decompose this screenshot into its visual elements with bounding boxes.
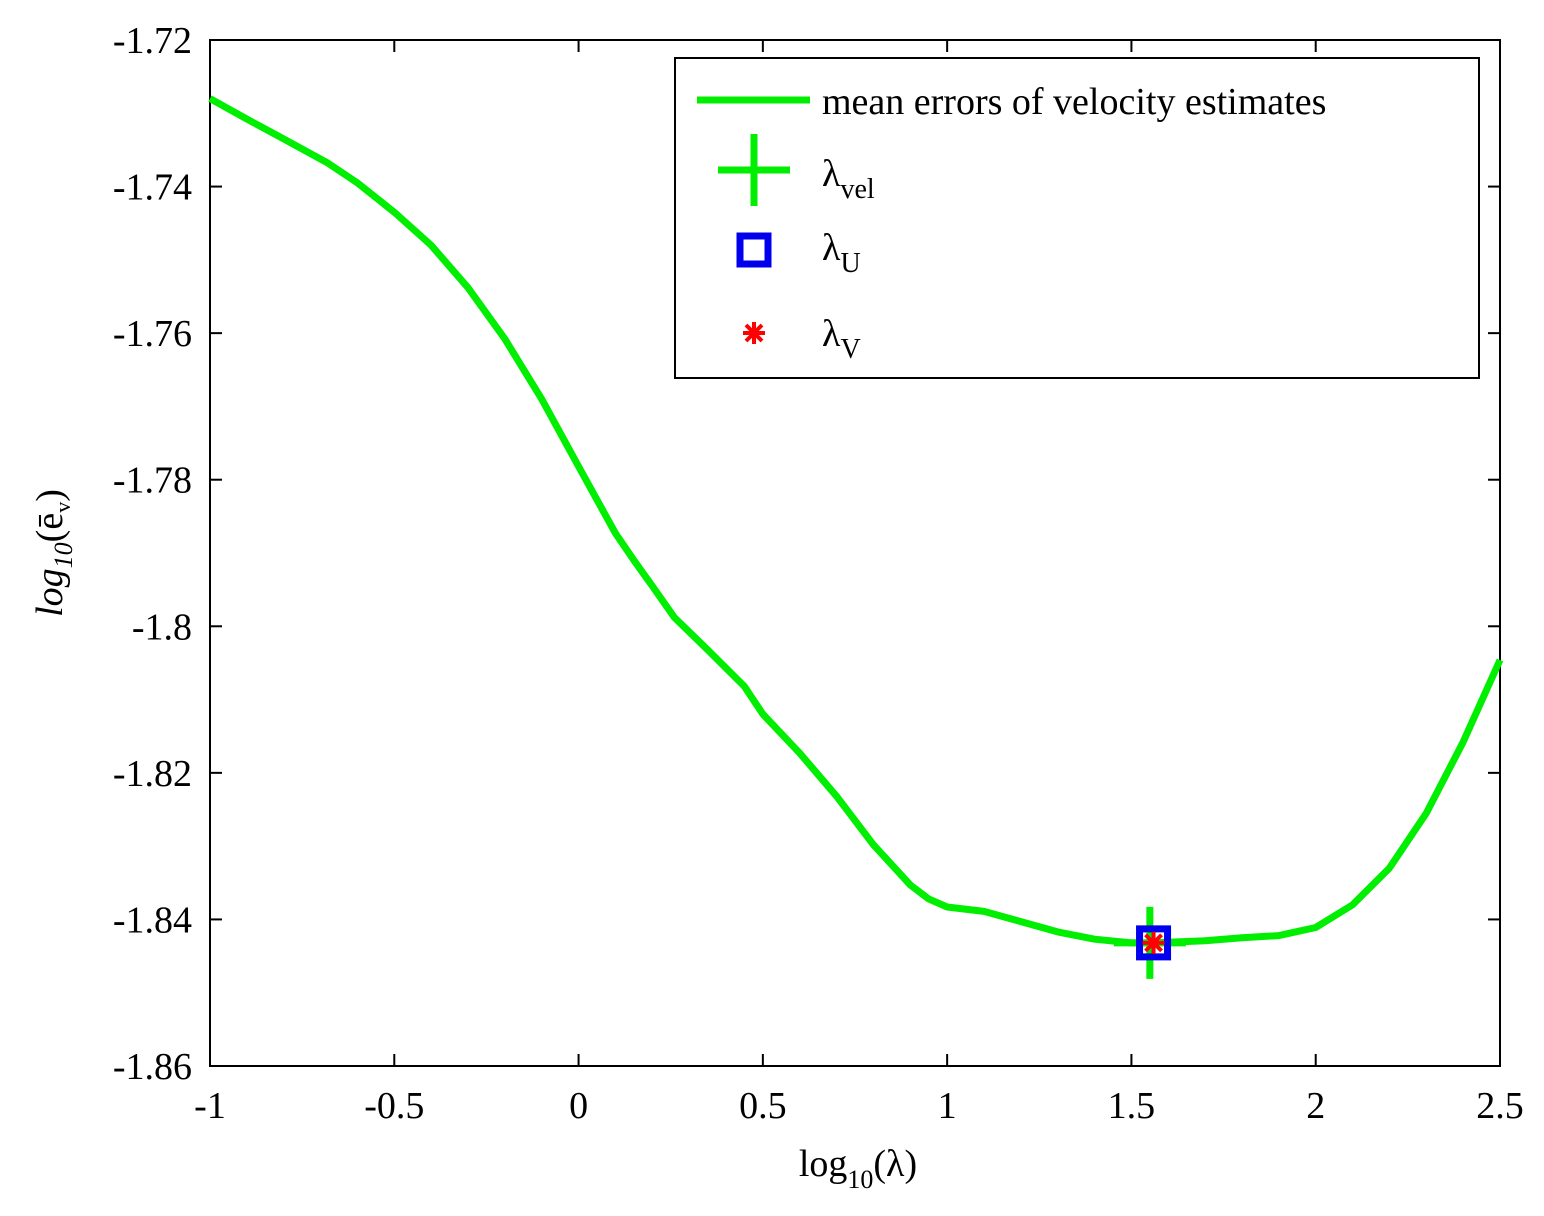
legend-box <box>674 57 1480 379</box>
y-tick-label: -1.76 <box>113 313 192 355</box>
y-axis-label-sub: 10 <box>49 542 78 568</box>
legend-label-vel: λvel <box>822 153 875 205</box>
x-axis-label-base: log <box>799 1143 848 1185</box>
legend-label-u: λU <box>822 227 861 279</box>
y-tick-label: -1.8 <box>132 606 192 648</box>
y-axis-label-base: log <box>29 568 71 617</box>
x-tick-label: 2 <box>1306 1085 1325 1127</box>
y-tick-label: -1.82 <box>113 753 192 795</box>
y-axis-label-sym: ē <box>29 513 71 530</box>
y-tick-label: -1.84 <box>113 899 192 941</box>
x-axis-label-arg: (λ) <box>873 1143 917 1185</box>
y-tick-label: -1.78 <box>113 460 192 502</box>
y-axis-label-open: ( <box>29 530 71 543</box>
x-axis-label-sub: 10 <box>847 1165 873 1194</box>
y-tick-label: -1.86 <box>113 1046 192 1088</box>
y-tick-label: -1.72 <box>113 20 192 62</box>
x-tick-label: -0.5 <box>364 1085 424 1127</box>
y-tick-label: -1.74 <box>113 167 192 209</box>
x-tick-label: 1 <box>938 1085 957 1127</box>
tick-labels: -1 -0.5 0 0.5 1 1.5 2 2.5 -1.72 -1.74 -1.76 -1.78 -1… <box>113 20 1524 1127</box>
legend-square-sample <box>736 232 772 268</box>
y-axis-label-close: ) <box>29 489 71 502</box>
y-axis-label-symsub: v <box>50 502 75 513</box>
legend: mean errors of velocity estimates λvel λ… <box>674 57 1480 379</box>
x-axis-label: log10(λ) <box>799 1143 917 1194</box>
legend-label-series: mean errors of velocity estimates <box>822 81 1326 123</box>
legend-label-v: λV <box>822 313 861 365</box>
x-tick-label: -1 <box>194 1085 226 1127</box>
marker-lambda-u <box>1136 925 1172 961</box>
series-line <box>208 95 1504 947</box>
y-axis-label: log10(ēv) <box>29 489 78 617</box>
x-tick-label: 1.5 <box>1108 1085 1156 1127</box>
axis-ticks <box>209 39 1501 1067</box>
legend-asterisk-sample <box>743 322 765 344</box>
x-tick-label: 0 <box>569 1085 588 1127</box>
marker-layer <box>1113 906 1186 979</box>
x-tick-label: 2.5 <box>1476 1085 1524 1127</box>
series-layer <box>208 95 1504 947</box>
marker-lambda-v <box>1142 931 1165 954</box>
legend-plus-sample <box>718 134 790 206</box>
x-tick-label: 0.5 <box>739 1085 787 1127</box>
